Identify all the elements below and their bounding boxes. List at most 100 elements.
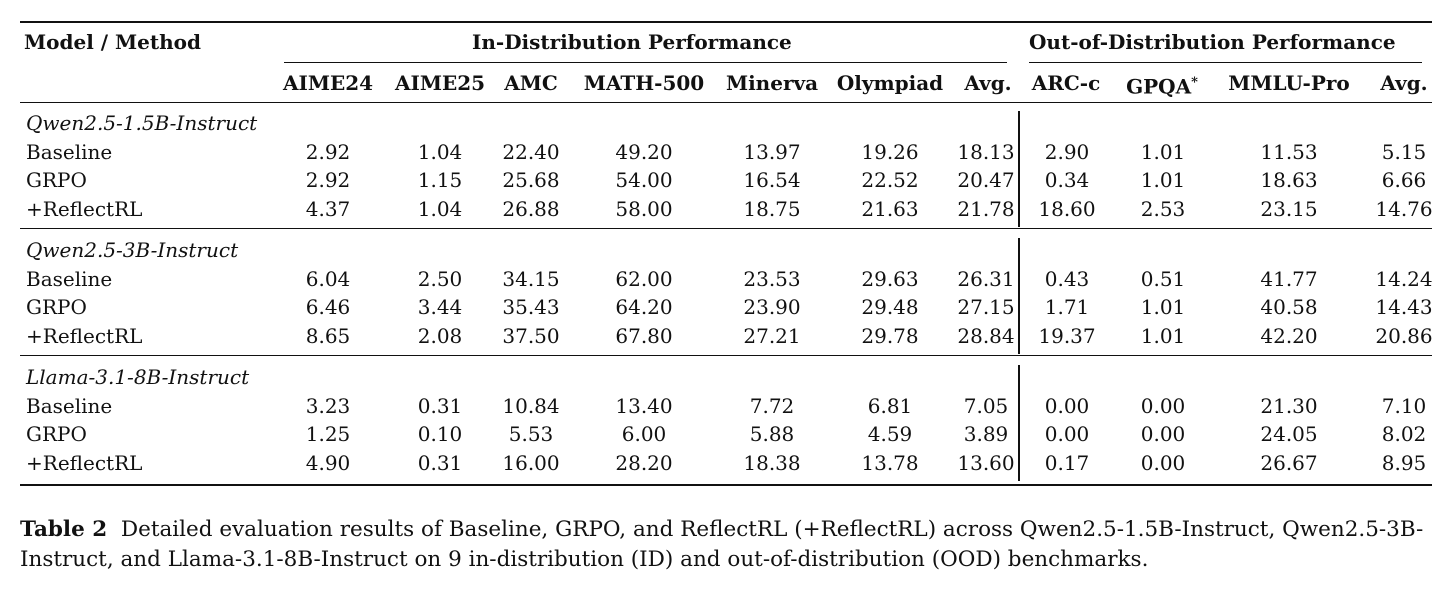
column-header: Avg. <box>1380 71 1428 95</box>
table-cell: 0.00 <box>1140 393 1186 418</box>
table-cell: 23.90 <box>743 295 801 319</box>
method-label: GRPO <box>26 422 87 446</box>
column-header: Avg. <box>964 71 1012 95</box>
table-cell: 1.25 <box>305 422 351 446</box>
table-cell: 1.71 <box>1044 295 1090 319</box>
method-label: +ReflectRL <box>26 450 143 475</box>
table-cell: 0.51 <box>1140 266 1186 291</box>
table-cell: 62.00 <box>615 266 673 291</box>
table-cell: 0.00 <box>1044 422 1090 446</box>
table-cell: 1.01 <box>1140 295 1186 319</box>
column-header: AIME24 <box>282 71 374 95</box>
method-label: GRPO <box>26 295 87 319</box>
table-cell: 23.53 <box>743 266 801 291</box>
table-cell: 8.95 <box>1381 450 1427 475</box>
table-cell: 35.43 <box>502 295 560 319</box>
table-cell: 28.84 <box>957 323 1015 348</box>
method-label: Baseline <box>26 139 113 164</box>
table-cell: 6.04 <box>305 266 351 291</box>
table-cell: 64.20 <box>615 295 673 319</box>
table-cell: 18.13 <box>957 139 1015 164</box>
table-cell: 24.05 <box>1260 422 1318 446</box>
table-cell: 5.15 <box>1381 139 1427 164</box>
table-cell: 1.01 <box>1140 168 1186 192</box>
table-cell: 26.67 <box>1260 450 1318 475</box>
results-table: Model / Method In-Distribution Performan… <box>20 0 1433 490</box>
table-cell: 6.66 <box>1381 168 1427 192</box>
table-cell: 0.10 <box>417 422 463 446</box>
table-cell: 2.92 <box>305 139 351 164</box>
table-cell: 22.40 <box>502 139 560 164</box>
table-cell: 1.01 <box>1140 323 1186 348</box>
table-cell: 2.90 <box>1044 139 1090 164</box>
table-cell: 0.00 <box>1044 393 1090 418</box>
table-cell: 1.04 <box>417 196 463 221</box>
table-caption: Table 2 Detailed evaluation results of B… <box>20 515 1432 575</box>
table-cell: 5.88 <box>749 422 795 446</box>
table-cell: 20.86 <box>1375 323 1433 348</box>
table-cell: 14.76 <box>1375 196 1433 221</box>
table-cell: 7.05 <box>963 393 1009 418</box>
table-cell: 18.38 <box>743 450 801 475</box>
table-cell: 20.47 <box>957 168 1015 192</box>
caption-label: Table 2 <box>20 517 108 542</box>
column-header: ARC-c <box>1031 71 1101 95</box>
table-cell: 10.84 <box>502 393 560 418</box>
table-cell: 29.78 <box>861 323 919 348</box>
table-cell: 2.53 <box>1140 196 1186 221</box>
table-cell: 0.00 <box>1140 422 1186 446</box>
table-cell: 16.00 <box>502 450 560 475</box>
table-cell: 2.08 <box>417 323 463 348</box>
id-ood-separator <box>1018 365 1020 481</box>
table-cell: 18.60 <box>1038 196 1096 221</box>
table-cell: 6.00 <box>621 422 667 446</box>
table-cell: 37.50 <box>502 323 560 348</box>
method-label: +ReflectRL <box>26 323 143 348</box>
table-cell: 3.23 <box>305 393 351 418</box>
method-label: Baseline <box>26 266 113 291</box>
table-cell: 1.01 <box>1140 139 1186 164</box>
header-model-method: Model / Method <box>24 30 201 54</box>
table-cell: 0.17 <box>1044 450 1090 475</box>
model-group-label: Llama-3.1-8B-Instruct <box>26 365 250 389</box>
column-header: MMLU-Pro <box>1228 71 1350 95</box>
table-cell: 29.48 <box>861 295 919 319</box>
method-label: GRPO <box>26 168 87 192</box>
table-cell: 21.78 <box>957 196 1015 221</box>
table-cell: 67.80 <box>615 323 673 348</box>
model-group-label: Qwen2.5-3B-Instruct <box>26 238 239 262</box>
table-cell: 1.15 <box>417 168 463 192</box>
table-cell: 49.20 <box>615 139 673 164</box>
column-header: Olympiad <box>836 71 944 95</box>
table-cell: 28.20 <box>615 450 673 475</box>
table-cell: 18.63 <box>1260 168 1318 192</box>
header-group-id: In-Distribution Performance <box>472 30 792 54</box>
table-cell: 2.50 <box>417 266 463 291</box>
table-cell: 5.53 <box>508 422 554 446</box>
table-cell: 19.26 <box>861 139 919 164</box>
table-cell: 58.00 <box>615 196 673 221</box>
table-cell: 3.89 <box>963 422 1009 446</box>
top-rule <box>20 21 1432 23</box>
table-cell: 0.43 <box>1044 266 1090 291</box>
table-cell: 41.77 <box>1260 266 1318 291</box>
header-group-ood: Out-of-Distribution Performance <box>1029 30 1396 54</box>
table-cell: 40.58 <box>1260 295 1318 319</box>
table-cell: 2.92 <box>305 168 351 192</box>
model-group-label: Qwen2.5-1.5B-Instruct <box>26 111 258 135</box>
section-rule <box>20 228 1432 229</box>
table-cell: 7.10 <box>1381 393 1427 418</box>
table-cell: 26.88 <box>502 196 560 221</box>
table-cell: 13.97 <box>743 139 801 164</box>
table-cell: 21.30 <box>1260 393 1318 418</box>
table-cell: 23.15 <box>1260 196 1318 221</box>
table-cell: 1.04 <box>417 139 463 164</box>
table-cell: 19.37 <box>1038 323 1096 348</box>
bottom-rule <box>20 484 1432 486</box>
table-cell: 6.81 <box>867 393 913 418</box>
method-label: Baseline <box>26 393 113 418</box>
table-cell: 13.60 <box>957 450 1015 475</box>
table-cell: 0.34 <box>1044 168 1090 192</box>
id-ood-separator <box>1018 111 1020 227</box>
column-header: Minerva <box>725 71 819 95</box>
